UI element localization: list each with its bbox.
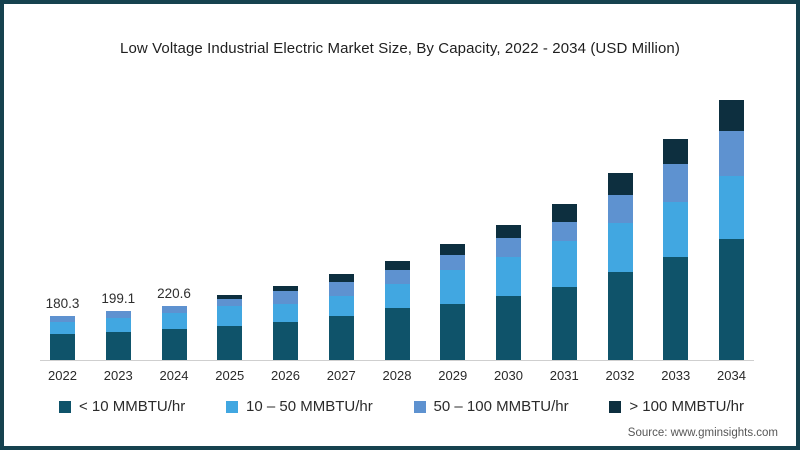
bar-group-2022: 180.3 2022 <box>46 94 80 384</box>
bar-group-2027: 2027 <box>327 94 356 383</box>
legend: < 10 MMBTU/hr 10 – 50 MMBTU/hr 50 – 100 … <box>59 398 744 415</box>
x-axis-label-2031: 2031 <box>549 368 579 383</box>
bar-segment-2030-series-0 <box>496 296 521 360</box>
data-label-2023: 199.1 <box>101 290 136 306</box>
bar-segment-2024-series-1 <box>161 313 187 329</box>
bar-segment-2029-series-1 <box>440 270 466 304</box>
bar-segment-2026-series-1 <box>273 303 298 323</box>
bar-segment-2026-series-2 <box>273 291 298 304</box>
bar-group-2026: 2026 <box>271 94 300 383</box>
legend-label-10-50: 10 – 50 MMBTU/hr <box>246 398 373 415</box>
x-axis-label-2025: 2025 <box>215 368 245 383</box>
bar-group-2031: 2031 <box>550 94 579 383</box>
x-axis-label-2028: 2028 <box>382 368 412 383</box>
x-axis-label-2024: 2024 <box>159 368 189 383</box>
legend-swatch-lt-10-icon <box>59 400 71 413</box>
data-label-2022: 180.3 <box>45 295 80 311</box>
bar-segment-2033-series-3 <box>663 138 689 165</box>
bar-segment-2034-series-3 <box>719 99 744 132</box>
bar-group-2024: 220.6 2024 <box>157 94 191 384</box>
bar-segment-2029-series-0 <box>440 303 466 360</box>
bar-segment-2026-series-3 <box>273 286 298 292</box>
bar-segment-2029-series-2 <box>440 255 466 271</box>
bar-segment-2022-series-2 <box>50 315 75 322</box>
bar-segment-2024-series-0 <box>161 328 187 360</box>
legend-label-lt-10: < 10 MMBTU/hr <box>79 398 186 415</box>
bar-segment-2023-series-1 <box>105 317 131 332</box>
bar-segment-2030-series-2 <box>496 238 521 258</box>
bar-segment-2027-series-1 <box>328 295 354 316</box>
bar-segment-2032-series-2 <box>607 194 633 224</box>
legend-swatch-50-100-icon <box>413 400 426 413</box>
bar-segment-2030-series-1 <box>496 257 521 297</box>
chart-title: Low Voltage Industrial Electric Market S… <box>120 40 680 57</box>
bar-group-2034: 2034 <box>717 94 746 383</box>
x-axis-label-2022: 2022 <box>48 368 77 383</box>
data-label-2024: 220.6 <box>157 285 191 301</box>
bar-group-2032: 2032 <box>606 94 634 383</box>
bar-segment-2027-series-2 <box>328 282 354 296</box>
bar-group-2028: 2028 <box>383 94 411 383</box>
source-attribution: Source: www.gminsights.com <box>627 427 778 439</box>
bar-segment-2033-series-2 <box>663 164 689 203</box>
legend-item-lt-10-mmbtu: < 10 MMBTU/hr <box>59 398 185 415</box>
bar-segment-2027-series-3 <box>328 273 354 283</box>
bar-segment-2025-series-2 <box>217 299 243 306</box>
bar-group-2030: 2030 <box>494 94 523 383</box>
legend-swatch-10-50-icon <box>226 400 239 413</box>
bar-group-2025: 2025 <box>215 94 244 383</box>
x-axis-label-2023: 2023 <box>103 368 133 383</box>
bar-segment-2031-series-2 <box>551 222 577 241</box>
bar-segment-2028-series-1 <box>384 283 410 308</box>
bar-segment-2025-series-1 <box>217 305 243 326</box>
bars-container: 180.3 2022 199.1 2023 220.6 2024 2025 2026 2027 2… <box>40 94 754 384</box>
x-axis-label-2029: 2029 <box>438 368 468 383</box>
bar-segment-2027-series-0 <box>328 315 354 360</box>
bar-segment-2023-series-2 <box>105 310 131 318</box>
bar-segment-2034-series-1 <box>719 175 744 239</box>
bar-segment-2032-series-1 <box>607 223 633 272</box>
bar-segment-2030-series-3 <box>496 224 521 239</box>
x-axis-label-2032: 2032 <box>605 368 635 383</box>
legend-label-gt-100: > 100 MMBTU/hr <box>629 398 744 415</box>
x-axis-label-2033: 2033 <box>661 368 691 383</box>
bar-segment-2032-series-0 <box>607 271 633 360</box>
bar-segment-2033-series-1 <box>663 202 689 257</box>
bar-segment-2028-series-2 <box>384 269 410 284</box>
bar-segment-2023-series-0 <box>105 331 131 360</box>
plot-area: 180.3 2022 199.1 2023 220.6 2024 2025 2026 2027 2… <box>40 94 754 384</box>
bar-segment-2022-series-1 <box>50 321 75 335</box>
x-axis-label-2030: 2030 <box>494 368 523 383</box>
bar-group-2023: 199.1 2023 <box>101 94 135 383</box>
x-axis-label-2034: 2034 <box>717 368 746 383</box>
bar-segment-2028-series-3 <box>384 260 410 270</box>
bar-group-2029: 2029 <box>438 94 467 383</box>
bar-segment-2032-series-3 <box>607 173 633 195</box>
legend-swatch-gt-100-icon <box>609 400 622 413</box>
bar-segment-2031-series-3 <box>551 204 577 222</box>
bar-group-2033: 2033 <box>661 94 690 383</box>
bar-segment-2025-series-3 <box>217 294 243 300</box>
bar-segment-2034-series-0 <box>719 238 744 360</box>
bar-segment-2022-series-0 <box>50 334 75 360</box>
x-axis-label-2027: 2027 <box>326 368 356 383</box>
legend-label-50-100: 50 – 100 MMBTU/hr <box>433 398 569 415</box>
legend-item-50-100-mmbtu: 50 – 100 MMBTU/hr <box>413 398 569 415</box>
bar-segment-2029-series-3 <box>440 244 466 256</box>
bar-segment-2034-series-2 <box>719 131 744 176</box>
x-axis-label-2026: 2026 <box>271 368 300 383</box>
bar-segment-2026-series-0 <box>273 322 298 360</box>
legend-item-10-50-mmbtu: 10 – 50 MMBTU/hr <box>226 398 373 415</box>
bar-segment-2031-series-1 <box>551 241 577 287</box>
legend-item-gt-100-mmbtu: > 100 MMBTU/hr <box>609 398 744 415</box>
bar-segment-2031-series-0 <box>551 286 577 360</box>
bar-segment-2028-series-0 <box>384 307 410 360</box>
bar-segment-2024-series-2 <box>161 305 187 314</box>
bar-segment-2025-series-0 <box>217 325 243 360</box>
bar-segment-2033-series-0 <box>663 256 689 360</box>
